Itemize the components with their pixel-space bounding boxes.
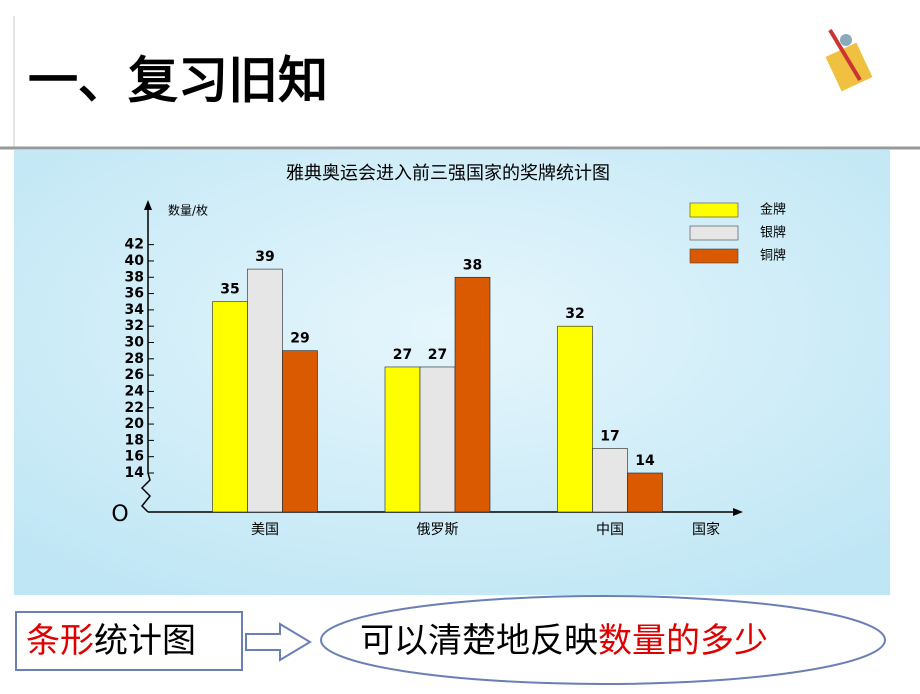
bar (282, 350, 318, 513)
x-tick-label: 美国 (251, 522, 279, 538)
value-label: 29 (290, 331, 309, 347)
y-tick-label: 24 (125, 383, 145, 399)
y-tick-label: 38 (125, 269, 144, 285)
y-tick-label: 30 (125, 335, 145, 351)
legend-label: 银牌 (760, 225, 786, 241)
term-text: 条形统计图 (26, 621, 196, 661)
legend-swatch (689, 202, 739, 218)
y-axis-label: 数量/枚 (168, 203, 208, 218)
ellipse (320, 595, 886, 685)
bar (592, 448, 628, 513)
legend-label: 金牌 (760, 202, 786, 218)
chart-title: 雅典奥运会进入前三强国家的奖牌统计图 (286, 163, 610, 184)
bar (212, 301, 248, 513)
y-tick-label: 18 (125, 432, 144, 448)
slide-title: 一、复习旧知 (28, 52, 328, 110)
y-tick-label: 16 (125, 449, 144, 465)
y-tick-label: 40 (125, 253, 145, 269)
y-tick-label: 20 (125, 416, 145, 432)
y-tick-label: 26 (125, 367, 144, 383)
value-label: 27 (393, 347, 412, 363)
x-axis-label: 国家 (692, 521, 720, 538)
bar (557, 325, 593, 513)
icon (825, 28, 873, 92)
y-arrow (144, 200, 152, 210)
bar (454, 276, 491, 513)
value-label: 35 (220, 282, 239, 298)
legend-swatch (689, 225, 739, 241)
term-part: 统计图 (94, 621, 196, 661)
ellipse-part: 数量的多少 (598, 621, 768, 661)
term-part: 条形 (26, 621, 94, 661)
value-label: 14 (635, 453, 655, 469)
bar (419, 366, 456, 513)
y-tick-label: 36 (125, 286, 144, 302)
bar (247, 268, 283, 513)
x-tick-label: 俄罗斯 (417, 522, 459, 538)
y-tick-label: 22 (125, 400, 144, 416)
y-tick-label: O (111, 502, 128, 527)
x-tick-label: 中国 (596, 522, 624, 538)
ellipse-text: 可以清楚地反映数量的多少 (360, 621, 768, 661)
value-label: 32 (565, 306, 584, 322)
value-label: 17 (600, 429, 619, 445)
term-box (15, 611, 243, 671)
bar (384, 366, 421, 513)
value-label: 27 (428, 347, 447, 363)
legend-swatch (689, 248, 739, 264)
value-label: 38 (463, 257, 482, 273)
y-tick-label: 28 (125, 351, 144, 367)
legend-label: 铜牌 (760, 248, 786, 264)
arrow (245, 622, 312, 662)
x-arrow (733, 508, 743, 516)
ellipse-part: 可以清楚地反映 (360, 621, 598, 661)
value-label: 39 (255, 249, 274, 265)
chart: O141618202224262830323436384042美国353929俄… (111, 200, 786, 538)
y-tick-label: 14 (125, 465, 145, 481)
y-tick-label: 34 (125, 302, 145, 318)
y-tick-label: 42 (125, 237, 144, 253)
bar (627, 472, 663, 513)
y-tick-label: 32 (125, 318, 144, 334)
